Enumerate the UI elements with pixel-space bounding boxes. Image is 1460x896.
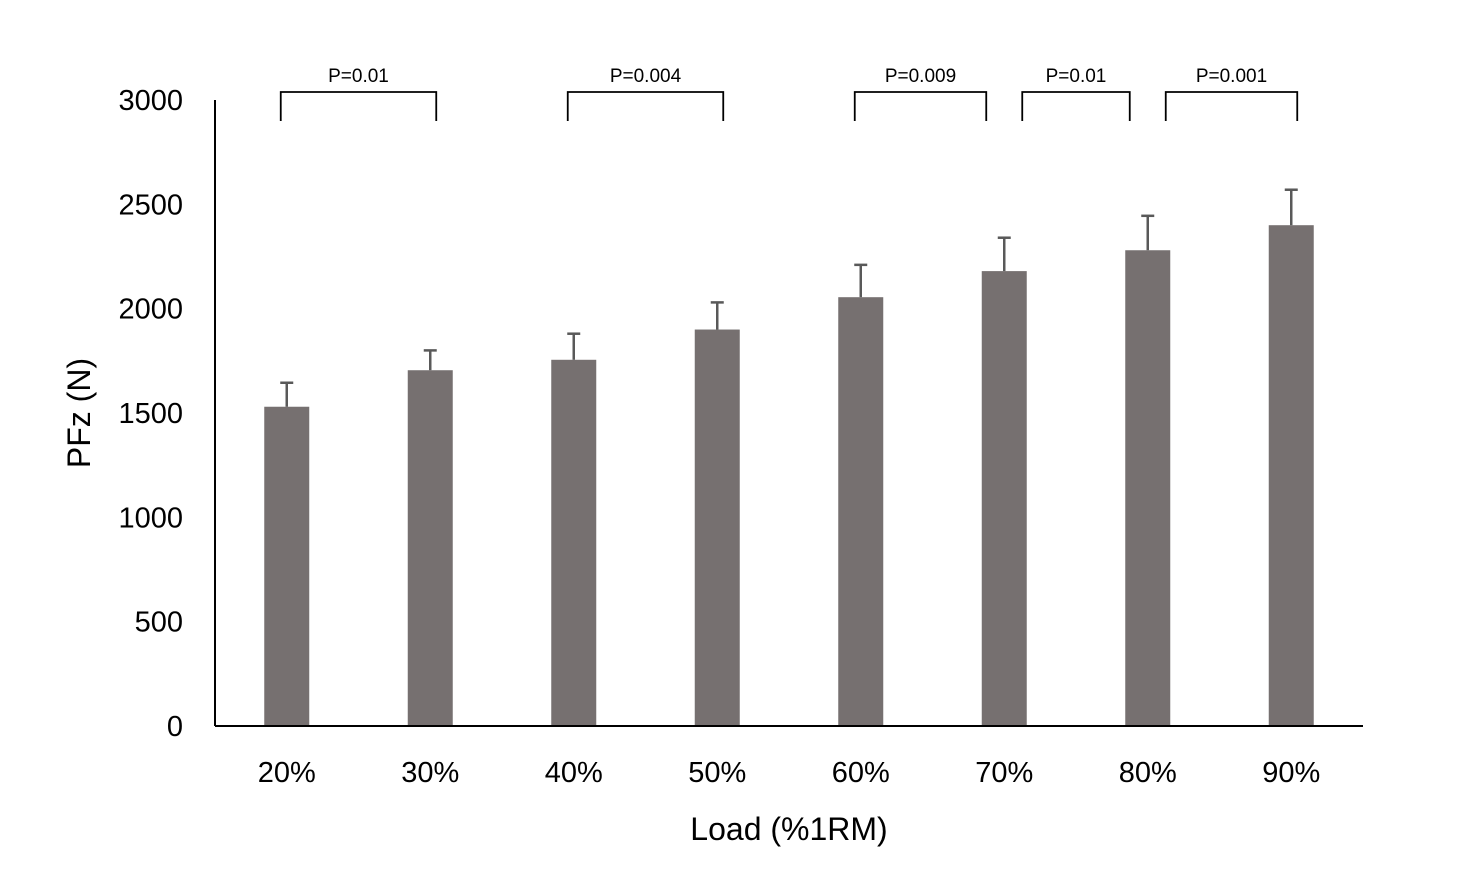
bar — [981, 271, 1027, 726]
y-tick-label: 1500 — [118, 398, 183, 430]
y-tick-label: 3000 — [118, 85, 183, 117]
x-tick-label: 80% — [1119, 757, 1177, 789]
bar — [264, 406, 310, 726]
x-tick-label: 50% — [688, 757, 746, 789]
x-tick-label: 90% — [1262, 757, 1320, 789]
x-axis-title: Load (%1RM) — [690, 811, 887, 847]
significance-brackets-group: P=0.01 P=0.004 P=0.009 P=0.01 P=0.001 — [279, 66, 1299, 121]
bar — [407, 370, 453, 726]
bar — [694, 329, 740, 726]
y-axis-title: PFz (N) — [61, 358, 97, 468]
x-tick-label: 20% — [258, 757, 316, 789]
p-value-label: P=0.009 — [885, 66, 956, 87]
bars-group — [264, 225, 1314, 727]
bar — [1268, 225, 1314, 726]
significance-bracket — [1164, 91, 1299, 121]
y-tick-label: 2000 — [118, 294, 183, 326]
significance-bracket — [566, 91, 725, 121]
bar — [1125, 250, 1171, 727]
y-tick-label: 2500 — [118, 189, 183, 221]
bar — [838, 297, 884, 726]
p-value-label: P=0.01 — [328, 66, 389, 87]
x-tick-label: 70% — [975, 757, 1033, 789]
bar — [551, 359, 597, 726]
significance-bracket — [279, 91, 438, 121]
x-tick-label: 30% — [401, 757, 459, 789]
y-tick-label: 500 — [135, 607, 183, 639]
significance-bracket — [853, 91, 988, 121]
p-value-label: P=0.01 — [1046, 66, 1107, 87]
p-value-label: P=0.004 — [610, 66, 682, 87]
error-bars-group — [280, 188, 1298, 407]
significance-bracket — [1021, 91, 1131, 121]
y-tick-label: 0 — [167, 711, 183, 743]
y-tick-label: 1000 — [118, 502, 183, 534]
y-tick-labels-group: 0 500 1000 1500 2000 2500 3000 — [118, 85, 183, 743]
p-value-label: P=0.001 — [1196, 66, 1267, 87]
x-tick-label: 40% — [545, 757, 603, 789]
x-tick-labels-group: 20% 30% 40% 50% 60% 70% 80% 90% — [258, 757, 1321, 789]
x-tick-label: 60% — [832, 757, 890, 789]
